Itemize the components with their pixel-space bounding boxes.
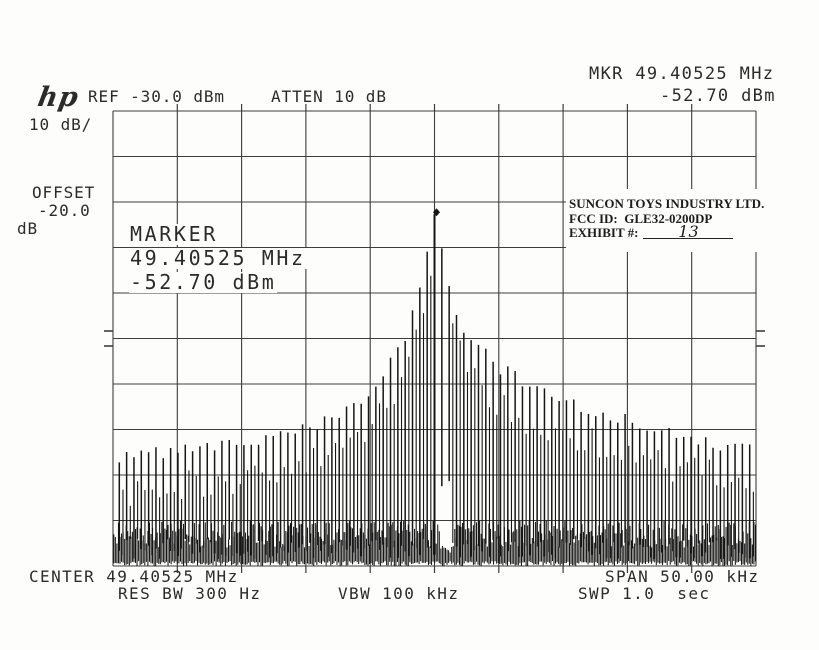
marker-readout-title: MARKER	[129, 222, 219, 246]
span-readout: SPAN 50.00 kHz	[605, 567, 760, 586]
graticule-ticks	[104, 104, 765, 573]
center-freq-readout: CENTER 49.40525 MHz	[29, 567, 239, 586]
marker-readout-level: -52.70 dBm	[129, 270, 278, 294]
mkr-level-readout: -52.70 dBm	[660, 86, 776, 106]
spectrum-trace	[118, 214, 754, 559]
scale-per-div-label: 10 dB/	[29, 115, 93, 134]
offset-label: OFFSET	[32, 183, 96, 202]
exhibit-number-handwritten: 13	[643, 224, 734, 240]
vbw-readout: VBW 100 kHz	[338, 584, 460, 603]
exhibit-line: EXHIBIT #: 13	[569, 224, 757, 241]
hp-logo: hp	[35, 82, 82, 113]
offset-unit: dB	[17, 219, 39, 238]
sweep-time-readout: SWP 1.0 sec	[578, 584, 711, 603]
company-name: SUNCON TOYS INDUSTRY LTD.	[569, 196, 765, 211]
res-bw-readout: RES BW 300 Hz	[118, 584, 262, 603]
marker-diamond	[433, 208, 440, 217]
atten-readout: ATTEN 10 dB	[271, 87, 387, 106]
mkr-freq-readout: MKR 49.40525 MHz	[589, 64, 775, 84]
exhibit-label-box: SUNCON TOYS INDUSTRY LTD. FCC ID: GLE32-…	[566, 189, 765, 252]
offset-value: -20.0	[38, 201, 91, 220]
ref-level-readout: REF -30.0 dBm	[88, 87, 225, 106]
marker-readout-freq: 49.40525 MHz	[129, 246, 307, 270]
exhibit-prefix: EXHIBIT #:	[569, 225, 639, 240]
fcc-id: FCC ID: GLE32-0200DP	[569, 210, 713, 226]
